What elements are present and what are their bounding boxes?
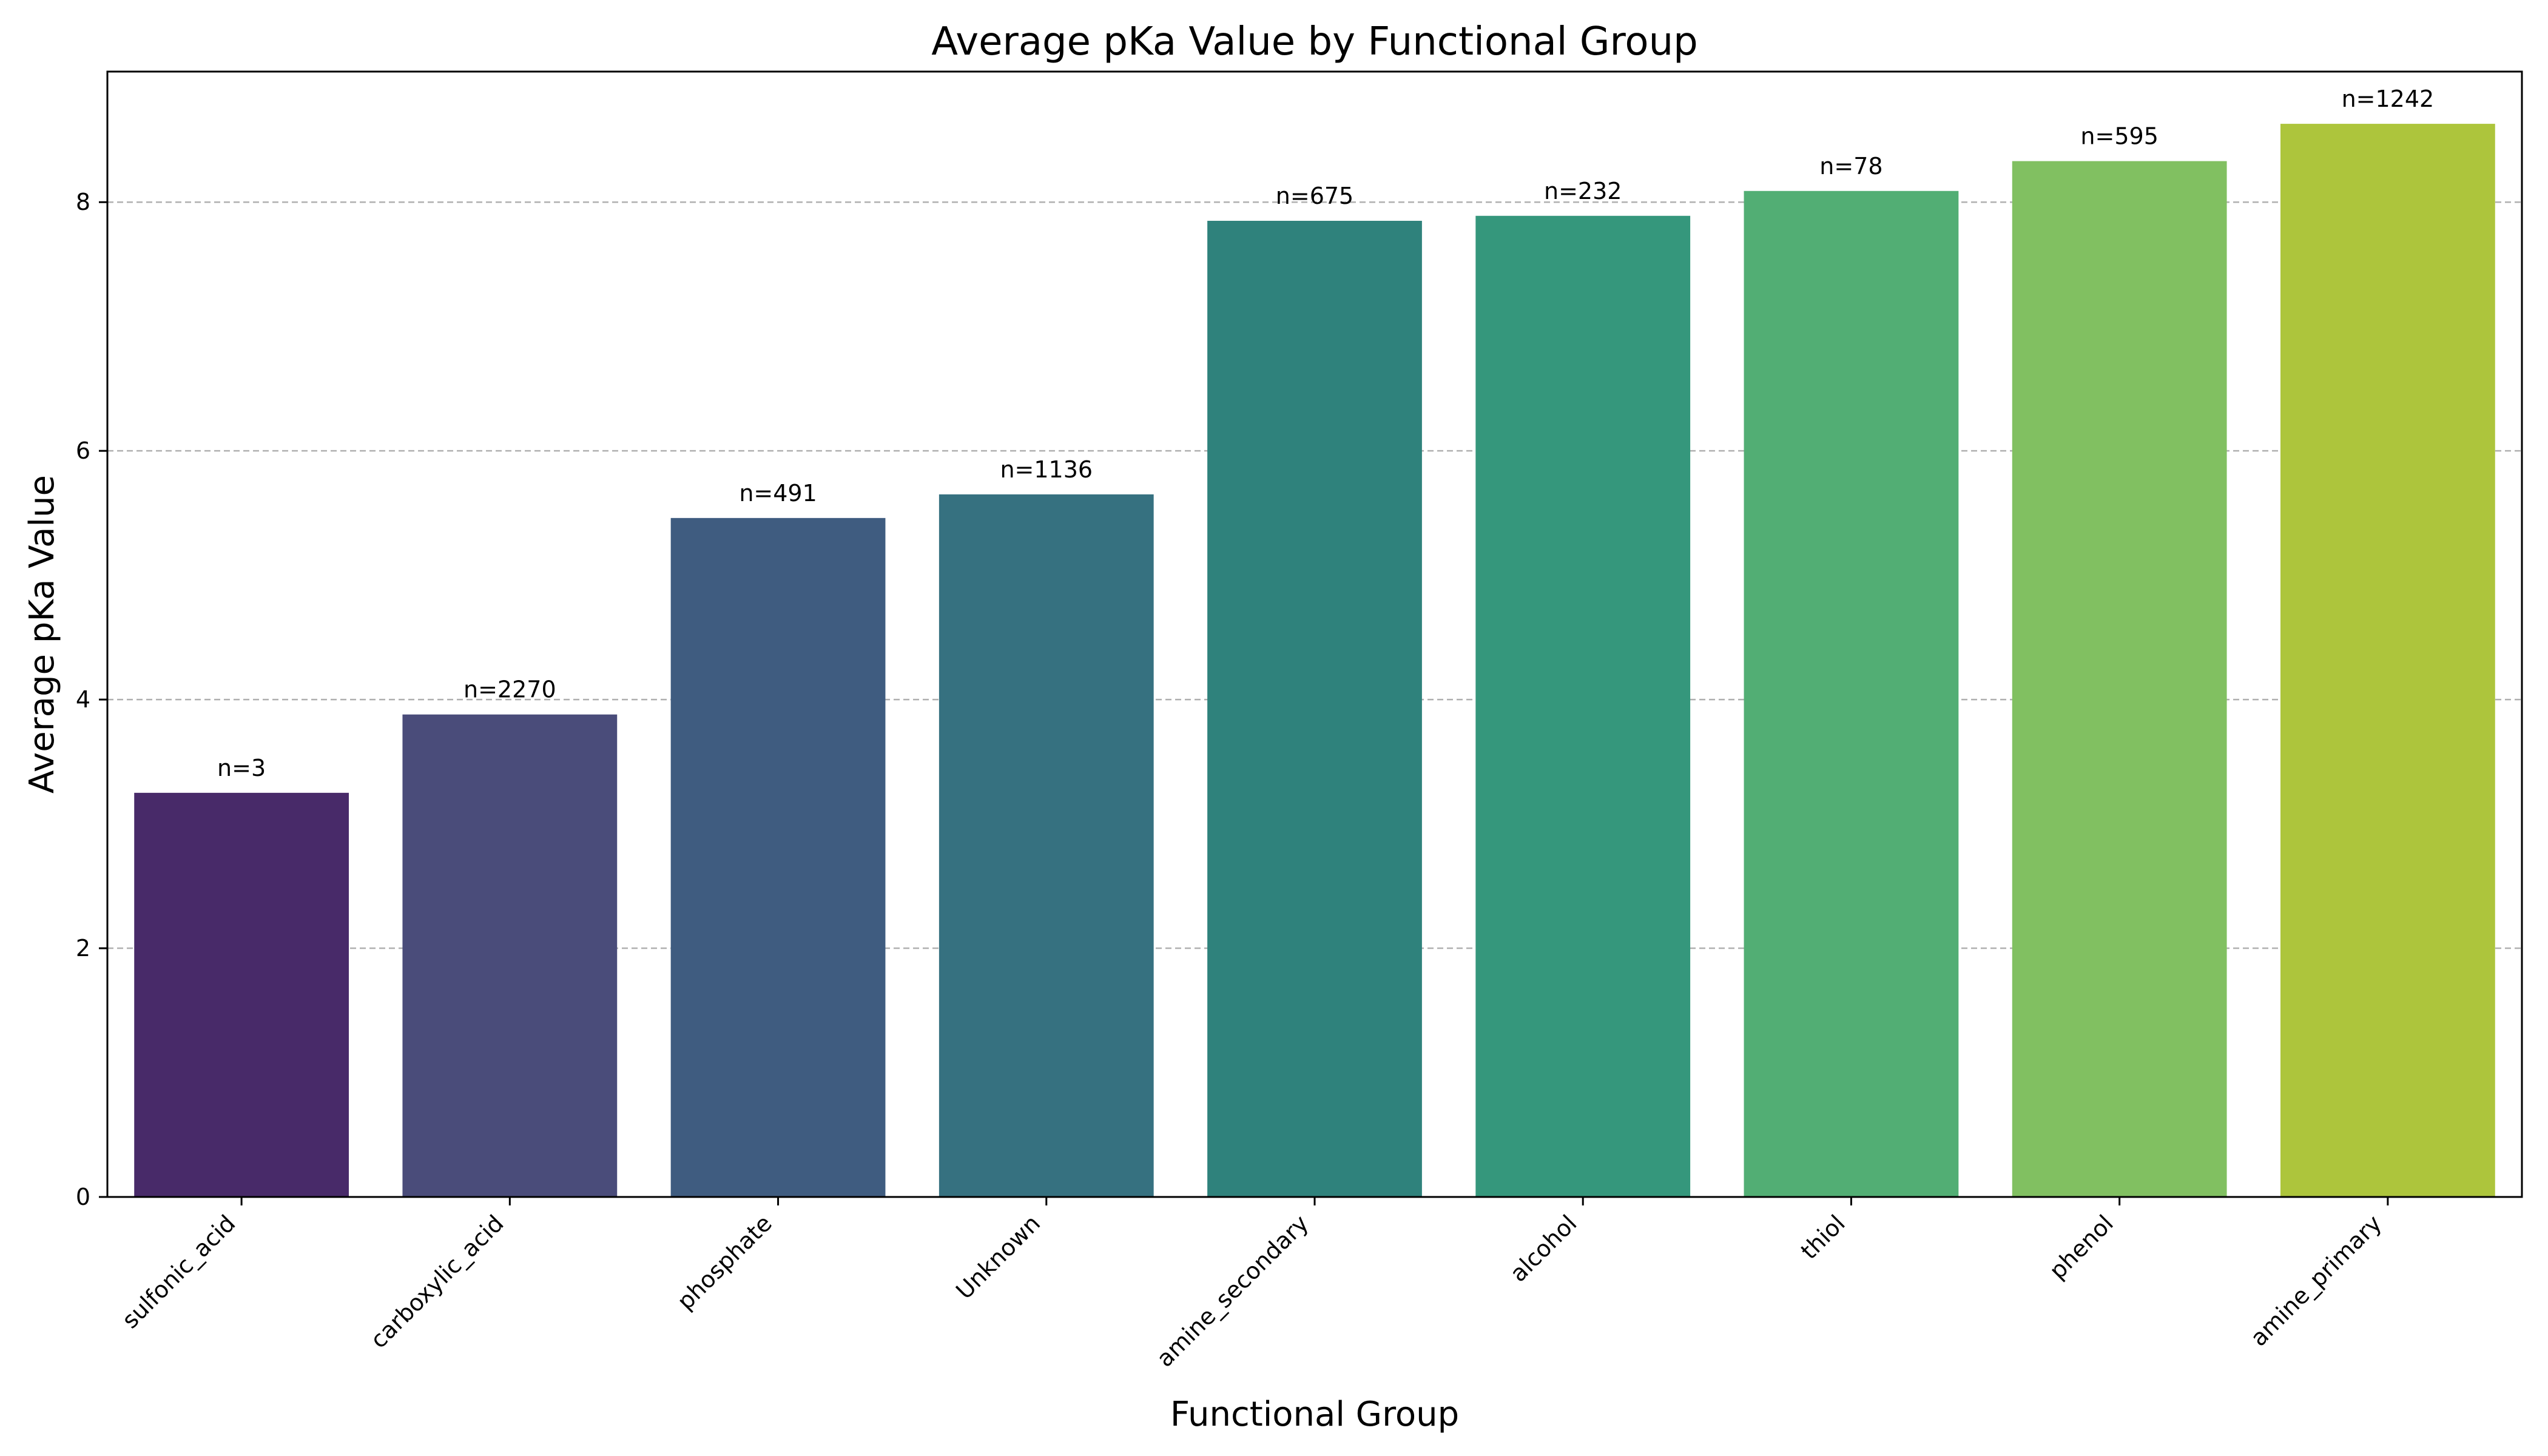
- data-label: n=3: [217, 755, 266, 781]
- data-label: n=1242: [2342, 86, 2435, 112]
- bar: [1744, 190, 1959, 1198]
- data-label: n=1136: [1000, 456, 1093, 483]
- y-tick-label: 6: [76, 437, 90, 464]
- bars: [134, 124, 2495, 1198]
- bar: [2012, 161, 2227, 1198]
- bar: [939, 494, 1154, 1198]
- y-tick-label: 2: [76, 935, 90, 962]
- data-label: n=2270: [463, 676, 556, 703]
- y-ticks: 0 2 4 6 8: [76, 189, 107, 1210]
- data-labels: n=3 n=2270 n=491 n=1136 n=675 n=232 n=78 n=595 n…: [217, 86, 2434, 781]
- data-label: n=491: [739, 480, 817, 507]
- bar: [402, 714, 618, 1197]
- bar: [2280, 124, 2495, 1198]
- chart-title: Average pKa Value by Functional Group: [931, 19, 1698, 64]
- y-tick-label: 4: [76, 686, 90, 713]
- bar: [670, 517, 886, 1197]
- y-tick-label: 8: [76, 189, 90, 215]
- data-label: n=78: [1819, 153, 1882, 180]
- data-label: n=675: [1276, 183, 1353, 209]
- y-tick-label: 0: [76, 1184, 90, 1210]
- y-axis-label: Average pKa Value: [22, 475, 62, 794]
- bar: [1475, 215, 1691, 1197]
- x-axis-label: Functional Group: [1170, 1395, 1459, 1434]
- bar: [1207, 220, 1422, 1198]
- data-label: n=232: [1544, 178, 1622, 204]
- bar: [134, 792, 349, 1197]
- data-label: n=595: [2080, 123, 2158, 150]
